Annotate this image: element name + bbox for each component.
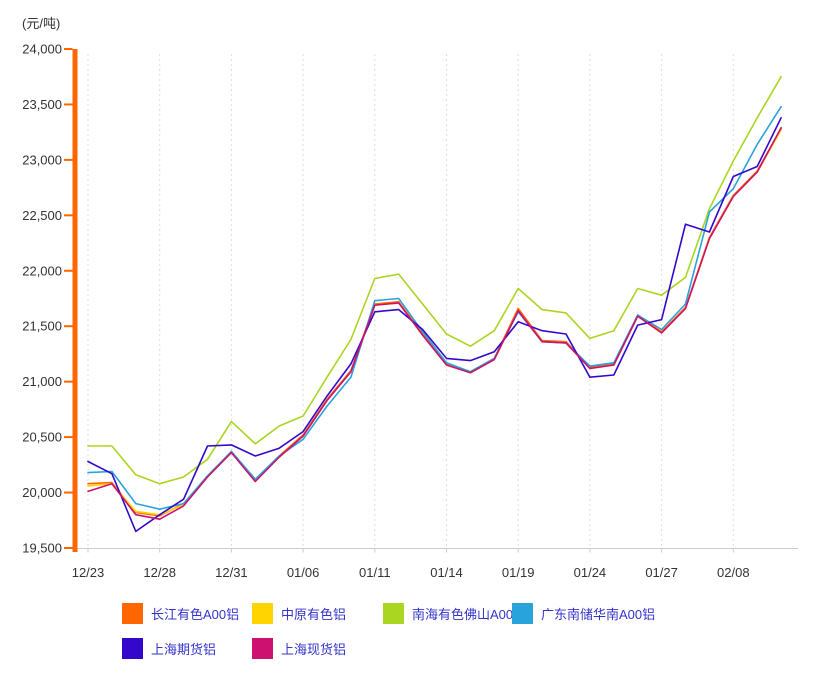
series-line-0 [87,128,782,517]
y-tick-label: 24,000 [22,42,62,57]
y-tick-label: 23,000 [22,152,62,167]
legend-label: 中原有色铝 [281,606,347,622]
x-tick-label: 01/11 [359,565,391,580]
y-tick-label: 21,500 [22,319,62,334]
legend-item-0[interactable]: 长江有色A00铝 [122,602,239,624]
legend-swatch [383,602,404,624]
legend-swatch [252,602,273,624]
legend-label: 上海期货铝 [151,641,217,657]
y-axis-bar [72,49,78,552]
x-tick-label: 01/19 [502,565,535,580]
x-tick-label: 01/14 [430,565,463,580]
legend-swatch [122,602,143,624]
legend-label: 长江有色A00铝 [151,606,240,622]
y-tick-label: 22,000 [22,263,62,278]
x-tick-label: 12/28 [143,565,176,580]
legend-swatch [122,637,143,659]
price-line-chart: 12/23 12/28 12/31 01/06 01/11 01/14 01/19 01/24… [22,42,798,580]
series-line-3 [87,105,782,511]
legend-label: 南海有色佛山A00铝 [412,606,527,622]
y-tick-label: 21,000 [22,374,62,389]
legend-item-2[interactable]: 南海有色佛山A00铝 [383,602,526,624]
y-tick-label: 23,500 [22,97,62,112]
x-tick-label: 02/08 [717,565,750,580]
x-tick-label: 12/23 [72,565,105,580]
legend-item-5[interactable]: 上海现货铝 [252,637,346,659]
legend-label: 上海现货铝 [281,641,347,657]
y-axis-unit-label: (元/吨) [22,16,61,31]
legend-swatch [512,602,533,624]
plot-area: 12/23 12/28 12/31 01/06 01/11 01/14 01/19 01/24… [22,42,798,580]
series-line-1 [87,129,782,516]
x-tick-label: 12/31 [215,565,248,580]
series-line-2 [87,75,782,485]
legend-swatch [252,637,273,659]
legend-item-1[interactable]: 中原有色铝 [252,602,346,624]
series-line-5 [87,126,782,521]
x-tick-label: 01/24 [574,565,607,580]
x-tick-label: 01/27 [645,565,678,580]
legend-item-3[interactable]: 广东南储华南A00铝 [512,602,655,624]
y-tick-label: 20,000 [22,485,62,500]
legend-item-4[interactable]: 上海期货铝 [122,637,216,659]
y-tick-label: 19,500 [22,541,62,556]
series-line-4 [87,117,782,533]
y-tick-label: 22,500 [22,208,62,223]
y-tick-label: 20,500 [22,430,62,445]
legend-label: 广东南储华南A00铝 [541,606,656,622]
x-tick-label: 01/06 [287,565,320,580]
